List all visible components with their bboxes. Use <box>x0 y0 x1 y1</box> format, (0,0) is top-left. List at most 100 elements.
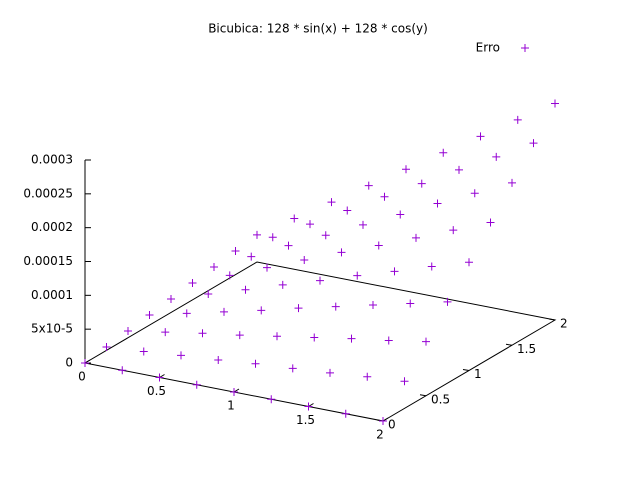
point <box>400 377 409 386</box>
point <box>363 372 372 381</box>
legend-marker <box>521 44 529 52</box>
point <box>300 256 309 265</box>
point <box>247 252 256 261</box>
point <box>321 231 330 240</box>
point <box>449 226 458 235</box>
point <box>486 218 495 227</box>
point <box>443 297 452 306</box>
point <box>465 258 473 267</box>
point <box>412 233 420 242</box>
x-tick-label: 1.5 <box>296 413 315 427</box>
point <box>139 347 148 356</box>
point <box>241 285 250 294</box>
point <box>220 307 228 316</box>
x-tick-label: 0 <box>78 370 86 384</box>
y-tick <box>419 394 427 397</box>
x-tick-label: 1 <box>227 399 235 413</box>
point <box>380 192 389 201</box>
point <box>253 230 261 239</box>
point <box>374 241 383 250</box>
point <box>492 152 501 161</box>
point <box>210 262 218 271</box>
z-tick-label: 0 <box>65 356 73 370</box>
point <box>384 336 393 345</box>
point <box>288 364 297 373</box>
point <box>294 304 303 313</box>
point <box>347 334 356 343</box>
point <box>551 99 559 108</box>
point <box>341 409 350 418</box>
z-tick-label: 0.0002 <box>31 220 73 234</box>
z-tick-label: 0.0003 <box>31 153 73 167</box>
point <box>214 355 223 364</box>
point <box>177 351 185 360</box>
point <box>167 294 175 303</box>
point <box>327 198 336 207</box>
point <box>439 148 448 157</box>
point <box>235 331 244 340</box>
point <box>306 220 314 229</box>
y-tick <box>548 318 556 321</box>
x-tick-label: 0.5 <box>147 384 166 398</box>
point <box>278 280 287 289</box>
point <box>204 290 213 299</box>
z-tick-label: 0.00015 <box>23 254 73 268</box>
y-tick-label: 0.5 <box>431 392 450 406</box>
point <box>267 395 276 404</box>
point <box>231 246 240 255</box>
point <box>359 220 367 229</box>
point <box>470 189 479 198</box>
y-tick-label: 1.5 <box>517 342 536 356</box>
point <box>417 179 426 188</box>
point <box>118 366 127 375</box>
point <box>427 262 436 271</box>
point <box>343 206 352 215</box>
point <box>353 271 362 280</box>
point <box>406 299 415 308</box>
point <box>251 359 260 368</box>
point <box>145 310 154 319</box>
point <box>396 210 405 219</box>
point <box>304 402 313 411</box>
point <box>188 278 197 287</box>
point <box>290 214 299 223</box>
point <box>257 306 266 315</box>
y-tick <box>462 369 470 371</box>
point <box>316 276 324 285</box>
legend-label: Erro <box>476 41 500 55</box>
point <box>124 326 132 335</box>
point <box>284 241 293 250</box>
point <box>230 388 238 396</box>
point <box>192 380 201 389</box>
point <box>513 115 522 124</box>
x-tick-label: 2 <box>376 428 384 442</box>
z-tick-label: 0.0001 <box>31 288 73 302</box>
point <box>161 328 170 337</box>
point <box>310 333 319 342</box>
point <box>268 233 277 242</box>
point <box>273 332 281 341</box>
point <box>326 368 334 377</box>
point <box>379 417 387 425</box>
point <box>529 139 538 148</box>
point <box>81 359 89 367</box>
point <box>337 248 346 257</box>
point <box>402 165 410 174</box>
point <box>422 337 430 346</box>
point <box>225 271 234 280</box>
y-tick <box>505 343 513 346</box>
y-tick-label: 1 <box>474 367 482 381</box>
point <box>198 329 207 338</box>
point <box>369 301 377 310</box>
point <box>455 165 463 174</box>
z-tick-label: 5x10-5 <box>31 322 73 336</box>
point <box>476 132 485 141</box>
point <box>263 263 271 272</box>
point <box>182 309 191 318</box>
z-tick-label: 0.00025 <box>23 186 73 200</box>
point <box>331 302 340 311</box>
point <box>102 342 111 351</box>
point <box>433 199 442 208</box>
y-tick-label: 2 <box>560 317 568 331</box>
